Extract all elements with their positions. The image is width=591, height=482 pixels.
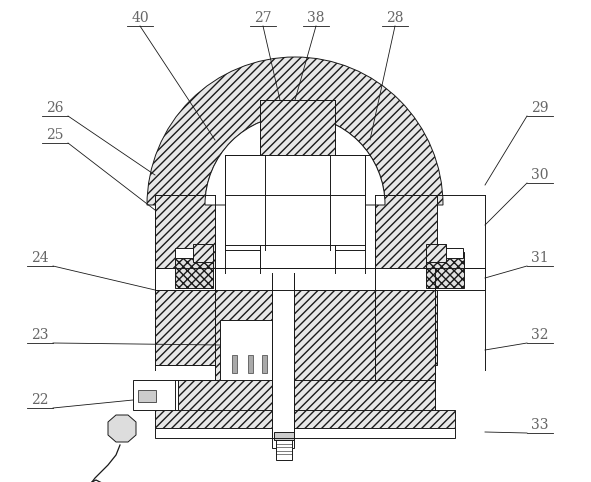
Bar — [215, 268, 375, 290]
Bar — [262, 355, 267, 373]
Bar — [375, 195, 437, 365]
Text: 22: 22 — [31, 393, 48, 407]
Bar — [260, 100, 335, 155]
Text: 24: 24 — [31, 251, 49, 265]
Bar — [138, 390, 156, 402]
Text: 26: 26 — [46, 101, 64, 115]
Bar — [175, 252, 213, 288]
Bar — [426, 244, 446, 262]
Text: 25: 25 — [46, 128, 64, 142]
Bar — [260, 245, 335, 273]
Bar — [225, 155, 365, 250]
Text: 28: 28 — [387, 11, 404, 25]
Bar — [193, 244, 213, 262]
Bar — [155, 195, 215, 365]
Bar — [155, 428, 455, 438]
Bar — [375, 290, 435, 385]
Text: 27: 27 — [254, 11, 272, 25]
Bar — [215, 290, 375, 385]
Bar — [274, 432, 294, 440]
Bar — [272, 273, 294, 448]
Text: 31: 31 — [531, 251, 549, 265]
Bar — [155, 268, 265, 290]
Wedge shape — [205, 115, 385, 205]
Text: 33: 33 — [531, 418, 549, 432]
Bar — [175, 248, 193, 258]
Bar — [375, 268, 485, 290]
Bar — [220, 320, 272, 380]
Bar — [232, 355, 237, 373]
Text: 38: 38 — [307, 11, 324, 25]
Text: 23: 23 — [31, 328, 48, 342]
Bar — [222, 322, 270, 378]
Polygon shape — [108, 415, 136, 442]
Bar — [445, 248, 463, 258]
Bar — [276, 438, 292, 460]
Bar — [248, 355, 253, 373]
Text: 29: 29 — [531, 101, 549, 115]
Bar — [272, 273, 294, 275]
Bar — [426, 252, 464, 288]
Wedge shape — [147, 57, 443, 205]
Text: 40: 40 — [131, 11, 149, 25]
Text: 30: 30 — [531, 168, 549, 182]
Bar — [133, 380, 178, 410]
Text: 32: 32 — [531, 328, 549, 342]
Bar — [155, 410, 455, 428]
Bar — [175, 380, 435, 412]
